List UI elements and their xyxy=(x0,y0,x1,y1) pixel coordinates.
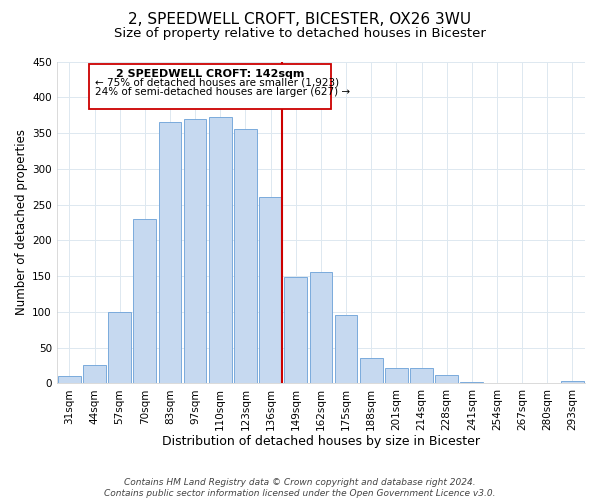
Bar xyxy=(83,366,106,384)
Text: 2, SPEEDWELL CROFT, BICESTER, OX26 3WU: 2, SPEEDWELL CROFT, BICESTER, OX26 3WU xyxy=(128,12,472,28)
Bar xyxy=(284,278,307,384)
X-axis label: Distribution of detached houses by size in Bicester: Distribution of detached houses by size … xyxy=(162,434,480,448)
Bar xyxy=(184,118,206,384)
Text: Contains HM Land Registry data © Crown copyright and database right 2024.
Contai: Contains HM Land Registry data © Crown c… xyxy=(104,478,496,498)
Bar xyxy=(360,358,383,384)
Bar xyxy=(410,368,433,384)
Bar xyxy=(109,312,131,384)
Bar xyxy=(385,368,407,384)
Bar xyxy=(209,116,232,384)
Bar xyxy=(259,198,282,384)
Bar xyxy=(158,122,181,384)
FancyBboxPatch shape xyxy=(89,64,331,110)
Bar xyxy=(460,382,483,384)
Bar xyxy=(335,314,358,384)
Bar xyxy=(310,272,332,384)
Y-axis label: Number of detached properties: Number of detached properties xyxy=(15,130,28,316)
Bar xyxy=(436,376,458,384)
Text: 24% of semi-detached houses are larger (627) →: 24% of semi-detached houses are larger (… xyxy=(95,86,350,97)
Text: 2 SPEEDWELL CROFT: 142sqm: 2 SPEEDWELL CROFT: 142sqm xyxy=(116,68,304,78)
Text: Size of property relative to detached houses in Bicester: Size of property relative to detached ho… xyxy=(114,28,486,40)
Bar xyxy=(234,130,257,384)
Bar xyxy=(561,381,584,384)
Bar xyxy=(133,219,156,384)
Bar xyxy=(58,376,80,384)
Text: ← 75% of detached houses are smaller (1,923): ← 75% of detached houses are smaller (1,… xyxy=(95,78,338,88)
